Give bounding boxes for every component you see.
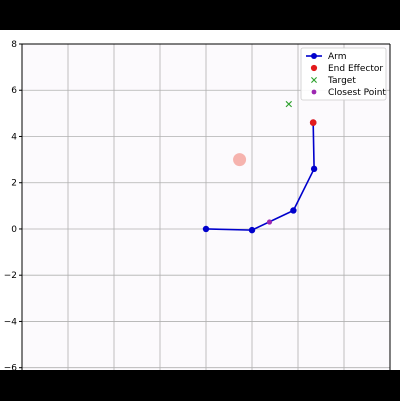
y-tick-label: 6	[11, 86, 17, 96]
y-ticks: 8 6 4 2 0 −2 −4 −6	[4, 40, 22, 374]
target-marker-stroke	[285, 100, 292, 108]
legend-handle-marker	[311, 89, 317, 95]
legend: Arm End Effector Target Closest Point	[300, 47, 387, 101]
legend-label: End Effector	[328, 64, 383, 74]
obstacle-circle	[233, 153, 247, 167]
arm-joint-point	[202, 225, 210, 233]
obstacles	[233, 153, 247, 167]
series-layer	[202, 100, 318, 234]
legend-box	[300, 47, 387, 101]
y-tick-label: 2	[11, 179, 17, 189]
legend-label: Closest Point	[328, 88, 386, 98]
arm-joint-point	[290, 207, 297, 214]
legend-handle-x	[311, 77, 317, 83]
target-marker	[285, 100, 292, 108]
y-tick-label: −6	[4, 364, 18, 374]
arm-joint-point	[248, 226, 256, 234]
bottom-letterbox	[0, 370, 400, 401]
legend-label: Arm	[328, 52, 346, 62]
legend-label: Target	[327, 76, 356, 86]
y-tick-label: 4	[11, 132, 17, 142]
legend-handle-marker	[310, 64, 318, 72]
y-tick-label: 0	[11, 225, 17, 235]
y-tick-label: −4	[4, 317, 18, 327]
arm-joint-point	[310, 165, 318, 173]
axes	[21, 43, 391, 370]
end-effector-point	[309, 119, 317, 126]
y-tick-label: −2	[4, 271, 17, 281]
legend-handle-marker	[311, 53, 317, 59]
y-tick-label: 8	[11, 40, 17, 50]
closest-point-point	[266, 219, 273, 225]
